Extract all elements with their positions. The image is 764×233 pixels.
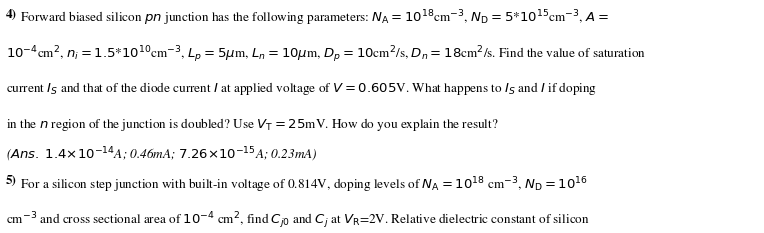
Text: $10^{-4}$cm$^{2}$, $n_{i}=1.5$*$10^{10}$cm$^{-3}$, $L_{p}=5$$\mu$m, $L_{n}=10$$\: $10^{-4}$cm$^{2}$, $n_{i}=1.5$*$10^{10}$… [6,44,646,65]
Text: current $I_{S}$ and that of the diode current $I$ at applied voltage of $V=0.605: current $I_{S}$ and that of the diode cu… [6,80,597,97]
Text: Forward biased silicon $pn$ junction has the following parameters: $N_{\mathrm{A: Forward biased silicon $pn$ junction has… [17,9,609,28]
Text: ($\mathit{Ans.}$ $1.4{\times}10^{-14}$A; 0.46mA; $7.26{\times}10^{-15}$A; 0.23mA: ($\mathit{Ans.}$ $1.4{\times}10^{-14}$A;… [6,146,318,164]
Text: 4): 4) [6,9,17,21]
Text: For a silicon step junction with built-in voltage of 0.814V, doping levels of $N: For a silicon step junction with built-i… [17,175,588,195]
Text: 5): 5) [6,175,17,187]
Text: cm$^{-3}$ and cross sectional area of $10^{-4}$ cm$^{2}$, find $C_{j0}$ and $C_{: cm$^{-3}$ and cross sectional area of $1… [6,211,590,231]
Text: in the $n$ region of the junction is doubled? Use $V_{\mathrm{T}}=25$mV. How do : in the $n$ region of the junction is dou… [6,116,499,133]
